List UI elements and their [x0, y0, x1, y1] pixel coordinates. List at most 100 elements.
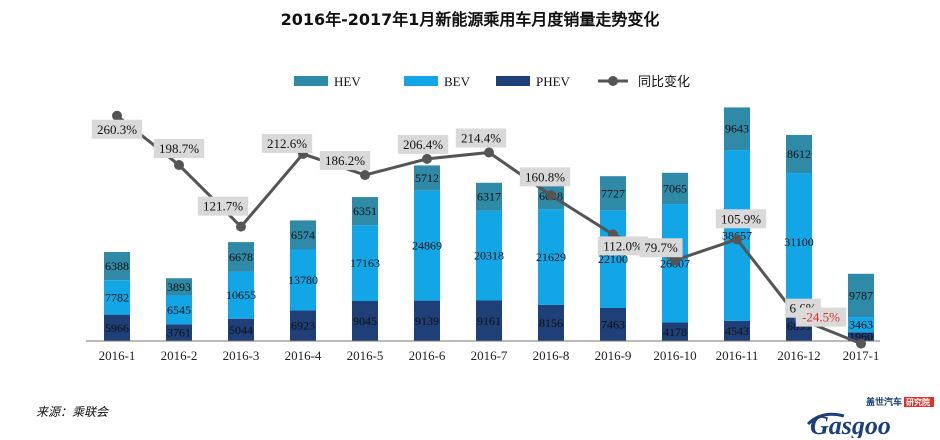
bar-bev [104, 280, 130, 315]
yoy-label-box [519, 167, 571, 187]
yoy-point [484, 147, 494, 158]
bar-label-phev: 4543 [725, 324, 749, 338]
legend: HEV BEV PHEV 同比变化 [294, 74, 690, 89]
legend-label: 同比变化 [638, 74, 690, 89]
bar-label-bev: 6545 [167, 303, 191, 317]
chart-title: 2016年-2017年1月新能源乘用车月度销量走势变化 [280, 10, 660, 29]
x-tick-label: 2016-12 [777, 348, 820, 363]
bar-label-hev: 9643 [725, 122, 749, 136]
bar-label-phev: 6923 [291, 319, 315, 333]
logo-wordmark: Gasgoo [810, 411, 891, 438]
yoy-point [670, 255, 680, 266]
bar-phev [724, 320, 750, 341]
bar-hev [662, 172, 688, 205]
bar-label-bev: 17163 [350, 256, 380, 270]
yoy-label: 212.6% [267, 136, 307, 151]
legend-swatch-marker [608, 76, 618, 86]
yoy-label: 121.7% [203, 199, 243, 214]
bar-label-phev: 4178 [663, 325, 687, 339]
bar-bev [166, 295, 192, 325]
bar-phev [290, 310, 316, 341]
bar-bev [414, 190, 440, 301]
bar-label-hev: 7727 [601, 186, 625, 200]
bar-phev [538, 304, 564, 341]
bar-label-bev: 3463 [849, 318, 873, 332]
bar-phev [104, 314, 130, 341]
bar-label-hev: 9787 [849, 288, 873, 302]
bar-label-bev: 31100 [784, 235, 814, 249]
bar-label-hev: 6574 [291, 228, 315, 242]
bar-phev [662, 322, 688, 341]
bar-bev [786, 173, 812, 311]
bar-hev [352, 197, 378, 226]
bar-phev [476, 300, 502, 341]
bar-label-phev: 9045 [353, 314, 377, 328]
bar-label-phev: 5044 [229, 323, 253, 337]
x-tick-label: 2016-9 [595, 348, 632, 363]
logo-badge: 研究院 [906, 397, 930, 407]
bar-label-phev: 3761 [167, 326, 191, 340]
legend-swatch-hev [294, 76, 328, 86]
bar-hev [228, 242, 254, 272]
yoy-label-box [319, 151, 371, 171]
yoy-label-box [153, 139, 205, 159]
legend-swatch-phev [496, 76, 530, 86]
legend-label: BEV [444, 74, 471, 89]
bar-hev [414, 165, 440, 191]
yoy-label: -24.5% [802, 310, 840, 325]
bar-label-bev: 24869 [412, 239, 442, 253]
bar-phev [228, 318, 254, 341]
bar-phev [600, 308, 626, 341]
yoy-point [422, 153, 432, 164]
bar-label-hev: 8612 [787, 147, 811, 161]
bar-labels: 5966 7782 6388 3761 6545 3893 5044 10655 6678 692… [105, 122, 873, 344]
bar-hev [724, 107, 750, 151]
yoy-label: 206.4% [403, 137, 443, 152]
logo-subtitle: 盖世汽车 [866, 396, 902, 407]
yoy-label-box [715, 209, 767, 229]
yoy-label-box [261, 133, 313, 153]
x-tick-label: 2016-7 [471, 348, 508, 363]
yoy-label: 160.8% [525, 169, 565, 184]
yoy-label: 186.2% [325, 153, 365, 168]
bar-hev [104, 251, 130, 281]
yoy-label-box [397, 134, 449, 154]
yoy-point [546, 190, 556, 201]
bar-label-hev: 6317 [477, 190, 501, 204]
yoy-line: 260.3% 198.7% 121.7% 212.6% 186.2% 206.4% 214.… [91, 110, 866, 349]
yoy-point [112, 110, 122, 121]
x-tick-label: 2016-6 [409, 348, 446, 363]
bar-label-bev: 21629 [536, 250, 566, 264]
yoy-label-box [795, 307, 847, 327]
x-tick-label: 2016-1 [99, 348, 136, 363]
x-tick-label: 2016-8 [533, 348, 570, 363]
bar-label-hev: 5712 [415, 171, 439, 185]
bar-phev [166, 324, 192, 341]
bar-hev [166, 278, 192, 296]
x-tick-label: 2016-5 [347, 348, 384, 363]
yoy-label-box [91, 119, 143, 139]
x-tick-label: 2016-10 [653, 348, 696, 363]
x-tick-label: 2017-1 [843, 348, 880, 363]
yoy-label-box [639, 238, 683, 258]
yoy-label-box [197, 196, 249, 216]
yoy-point [236, 221, 246, 232]
yoy-label: 112.0% [603, 238, 643, 253]
bar-label-phev: 7463 [601, 318, 625, 332]
bar-label-hev: 6678 [229, 250, 253, 264]
legend-label: HEV [334, 74, 361, 89]
bar-hev [786, 134, 812, 174]
bar-label-hev: 6388 [105, 259, 129, 273]
bar-bev [290, 249, 316, 311]
gasgoo-logo: 盖世汽车 研究院 Gasgoo [806, 396, 934, 438]
bar-bev [228, 271, 254, 319]
x-tick-label: 2016-11 [716, 348, 759, 363]
yoy-point [856, 338, 866, 349]
x-tick-label: 2016-2 [161, 348, 198, 363]
source-note: 来源：乘联会 [36, 405, 109, 419]
yoy-label-box [597, 236, 649, 256]
bar-label-hev: 7065 [663, 181, 687, 195]
bar-label-bev: 10655 [226, 288, 256, 302]
bar-label-phev: 9161 [477, 314, 501, 328]
